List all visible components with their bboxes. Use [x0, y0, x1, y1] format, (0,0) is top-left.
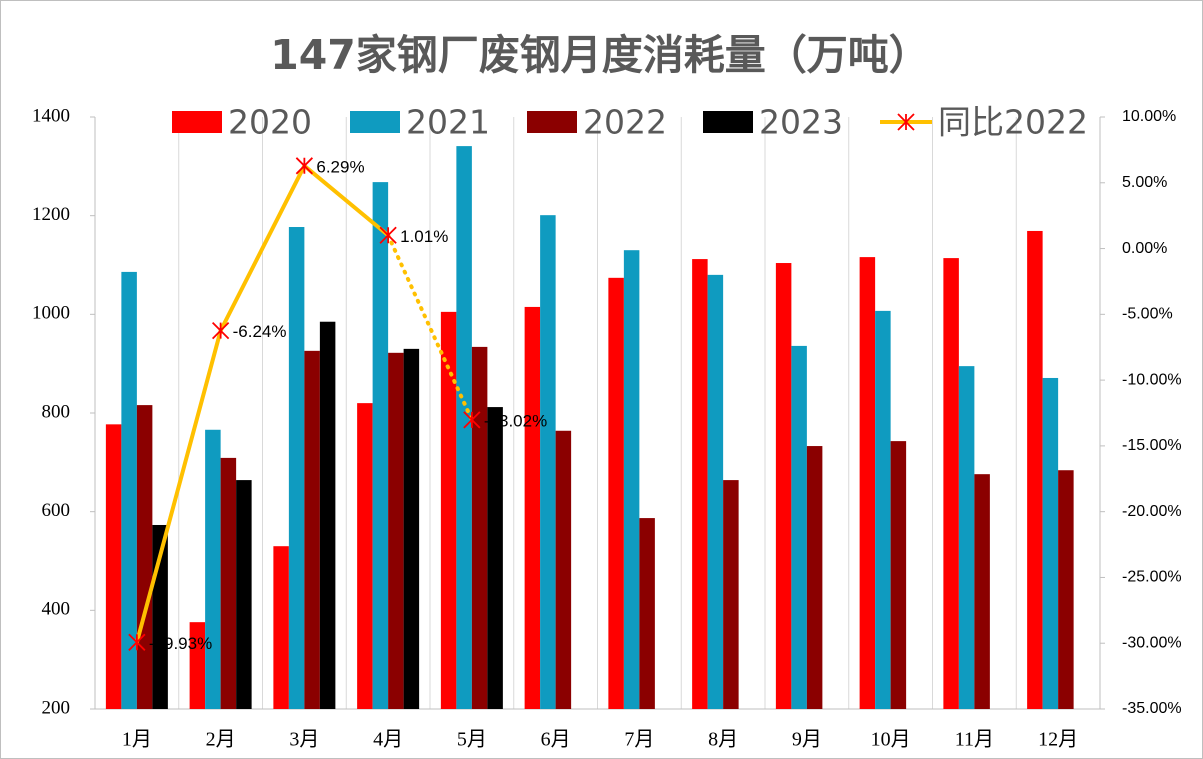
- legend-marker: [897, 113, 915, 131]
- legend-swatch: [350, 111, 400, 133]
- x-tick-label: 12月: [1038, 729, 1078, 751]
- bar: [1042, 377, 1059, 709]
- y2-tick-label: -20.00%: [1122, 503, 1182, 520]
- bar: [707, 274, 724, 709]
- legend-label: 同比2022: [938, 103, 1088, 142]
- chart-title: 147家钢厂废钢月度消耗量（万吨）: [270, 31, 930, 79]
- bar: [319, 321, 336, 709]
- x-tick-label: 6月: [541, 729, 571, 751]
- bar: [639, 518, 655, 709]
- x-tick-label: 3月: [289, 729, 319, 751]
- x-tick-label: 1月: [122, 729, 152, 751]
- bar: [875, 310, 891, 709]
- bar: [1058, 470, 1074, 709]
- bar: [791, 345, 807, 709]
- line-dotted-segment: [386, 233, 474, 422]
- y-tick-label: 1000: [32, 303, 70, 324]
- x-tick-label: 4月: [373, 729, 403, 751]
- bar: [540, 215, 556, 709]
- legend-swatch: [172, 111, 222, 133]
- bar: [723, 480, 739, 709]
- data-label: -13.02%: [484, 411, 547, 430]
- x-tick-label: 7月: [624, 729, 654, 751]
- y-tick-label: 400: [42, 599, 71, 620]
- bar: [121, 271, 137, 709]
- bar: [524, 306, 541, 709]
- bar: [388, 352, 404, 709]
- y2-tick-label: 10.00%: [1122, 108, 1176, 125]
- bar: [890, 441, 907, 709]
- bar: [806, 446, 823, 709]
- bar: [1027, 230, 1043, 709]
- marker: [211, 322, 230, 340]
- bar: [555, 430, 572, 709]
- bar: [220, 457, 237, 709]
- bar: [943, 258, 959, 709]
- y-tick-label: 200: [42, 697, 71, 718]
- y-tick-label: 1400: [32, 105, 70, 126]
- y-tick-label: 600: [42, 500, 71, 521]
- x-tick-label: 2月: [206, 729, 236, 751]
- bar: [859, 257, 876, 709]
- bar: [403, 348, 420, 709]
- bar: [440, 311, 457, 709]
- legend-swatch: [527, 111, 577, 133]
- y2-tick-label: 0.00%: [1122, 240, 1167, 257]
- bar: [692, 259, 708, 709]
- bar: [304, 350, 320, 709]
- x-tick-label: 9月: [792, 729, 822, 751]
- y-tick-label: 1200: [32, 204, 70, 225]
- bar: [487, 407, 503, 709]
- bar: [105, 424, 122, 709]
- y2-tick-label: -25.00%: [1122, 569, 1182, 586]
- line: [134, 163, 390, 643]
- bar: [136, 405, 153, 709]
- marker: [463, 411, 481, 429]
- data-label: -6.24%: [233, 322, 287, 341]
- bar: [236, 480, 252, 709]
- bar: [189, 622, 206, 709]
- y2-tick-label: -15.00%: [1122, 437, 1182, 454]
- bar: [205, 429, 221, 709]
- data-label: -29.93%: [149, 634, 212, 653]
- legend-label: 2023: [759, 103, 843, 142]
- legend-label: 2022: [583, 103, 667, 142]
- y2-tick-label: -10.00%: [1122, 371, 1182, 388]
- data-label: 1.01%: [400, 227, 448, 246]
- x-tick-label: 5月: [457, 729, 487, 751]
- y2-tick-label: -30.00%: [1122, 634, 1182, 651]
- marker: [128, 633, 146, 651]
- legend-label: 2020: [228, 103, 312, 142]
- y2-tick-label: 5.00%: [1122, 174, 1167, 191]
- bar: [357, 403, 373, 709]
- legend-swatch: [703, 111, 753, 133]
- legend-label: 2021: [406, 103, 490, 142]
- bar: [372, 182, 389, 709]
- marker: [379, 226, 397, 244]
- bar: [775, 263, 792, 709]
- bar: [958, 366, 975, 709]
- bar: [288, 227, 305, 709]
- marker: [295, 157, 314, 175]
- x-tick-label: 8月: [708, 729, 738, 751]
- x-tick-label: 11月: [955, 729, 994, 751]
- bar: [974, 474, 990, 709]
- bar: [623, 250, 640, 709]
- bar: [471, 346, 488, 709]
- bar: [273, 546, 289, 709]
- data-label: 6.29%: [316, 157, 364, 176]
- y2-tick-label: -5.00%: [1122, 306, 1173, 323]
- bar: [608, 277, 624, 709]
- y-tick-label: 800: [42, 401, 71, 422]
- y2-tick-label: -35.00%: [1122, 700, 1182, 717]
- x-tick-label: 10月: [871, 729, 911, 751]
